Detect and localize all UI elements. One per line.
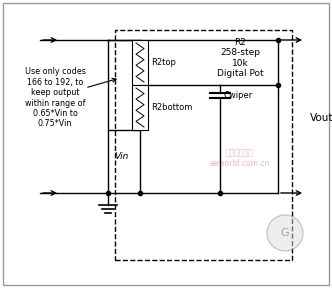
Text: Cwiper: Cwiper [223,91,252,100]
Text: R2top: R2top [151,58,176,67]
Text: R2
258-step
10k
Digital Pot: R2 258-step 10k Digital Pot [217,38,263,78]
Bar [132,40,148,85]
Text: 电子工程世界
eeworld.com.cn: 电子工程世界 eeworld.com.cn [210,148,270,168]
Circle shape [267,215,303,251]
Text: G: G [281,228,289,238]
Text: Vout: Vout [310,113,332,123]
Bar [132,85,148,130]
Bar [115,30,292,260]
Text: R2bottom: R2bottom [151,103,192,112]
Text: Use only codes
166 to 192, to
keep output
within range of
0.65*Vin to
0.75*Vin: Use only codes 166 to 192, to keep outpu… [25,67,85,128]
Text: Vin: Vin [114,152,128,161]
